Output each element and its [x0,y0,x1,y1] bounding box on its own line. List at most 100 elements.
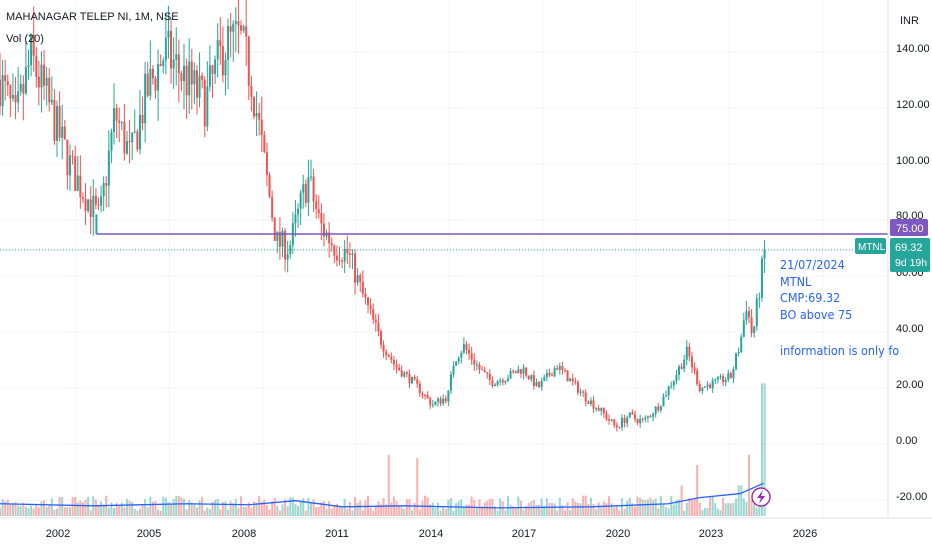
level-price-label[interactable]: 75.00 [890,219,928,236]
candle-body [626,417,629,424]
volume-bar [27,507,30,516]
volume-bar [400,507,403,516]
volume-bar [320,502,323,516]
volume-bar [356,502,359,516]
candle-body [208,65,211,87]
volume-bar [195,507,198,516]
volume-bar [486,500,489,516]
candle-body [289,245,292,255]
candle-body [68,155,71,176]
volume-bar [468,504,471,516]
last-price-label[interactable]: MTNL 69.32 9d 19h [855,238,930,272]
candle-body [260,119,263,135]
symbol-legend[interactable]: MAHANAGAR TELEP NI, 1M, NSE [6,11,179,23]
volume-bar [727,503,730,516]
candle-body [556,368,559,370]
candle-body [22,83,25,94]
candle-body [538,382,541,388]
volume-bar [444,508,447,516]
candle-body [164,37,167,61]
candle-body [172,59,175,69]
annotation-note[interactable]: 21/07/2024 MTNL CMP:69.32 BO above 75 in… [780,257,899,358]
price-axis-currency: INR [900,15,919,27]
volume-bar [120,502,123,516]
price-tick: 0.00 [896,435,917,447]
candle-body [188,61,191,96]
candle-body [662,396,665,407]
volume-bar [322,501,325,516]
candle-body [644,417,647,420]
volume-bar [229,500,232,516]
candle-body [387,355,390,357]
time-axis[interactable]: 2002 2005 2008 2011 2014 2017 2020 2023 … [46,528,817,540]
candle-body [367,297,370,306]
candle-body [312,176,315,202]
volume-bar [514,507,517,516]
volume-bar [566,502,569,516]
time-tick: 2005 [137,528,161,540]
volume-bar [709,497,712,516]
volume-bar [411,510,414,516]
volume-bar [416,458,419,516]
candle-body [151,68,154,79]
volume-bar [125,499,128,516]
candle-body [94,195,97,205]
volume-bar [530,501,533,516]
volume-bar [190,502,193,516]
candle-body [452,365,455,375]
candle-body [657,406,660,411]
volume-bar [325,509,328,516]
volume-bar [745,501,748,516]
candle-body [442,398,445,404]
volume-bar [750,499,753,516]
candle-body [284,230,287,260]
candle-body [53,99,56,141]
volume-bar [50,498,53,516]
candle-body [646,416,649,418]
candle-body [322,223,325,237]
candle-body [79,175,82,198]
candle-body [690,356,693,368]
candle-body [747,311,750,318]
candle-body [273,217,276,241]
volume-bar [177,495,180,516]
volume-bar [631,503,634,516]
candle-body [379,331,382,345]
candle-body [732,369,735,379]
volume-bar [369,507,372,516]
candle-body [683,359,686,369]
candle-body [19,83,22,92]
volume-bar [747,454,750,516]
volume-bar [553,503,556,516]
volume-bar [509,504,512,516]
volume-bar [66,507,69,516]
volume-bar [144,499,147,516]
candle-body [167,30,170,38]
price-axis[interactable]: INR 140.00 120.00 100.00 80.00 60.00 40.… [896,15,930,503]
volume-bar [35,504,38,516]
volume-bar [84,499,87,516]
candle-body [310,176,312,178]
volume-bar [646,499,649,516]
volume-bar [232,503,235,516]
candlesticks[interactable] [0,0,766,432]
candle-body [328,232,331,244]
price-tick: 100.00 [896,155,930,167]
candle-body [335,255,338,260]
volume-bar [597,502,600,516]
volume-bar [258,496,261,516]
volume-bar [22,502,25,516]
candle-body [665,395,668,397]
volume-bar [758,506,761,516]
volume-bar [94,499,97,516]
candle-body [478,364,481,370]
volume-legend[interactable]: Vol (20) [6,33,44,45]
note-line: 21/07/2024 [780,257,845,272]
candle-body [356,275,359,283]
volume-bar [582,495,585,516]
candle-body [50,99,53,103]
volume-bar [333,505,336,516]
volume-bar [722,497,725,516]
volume-bar [128,500,131,516]
